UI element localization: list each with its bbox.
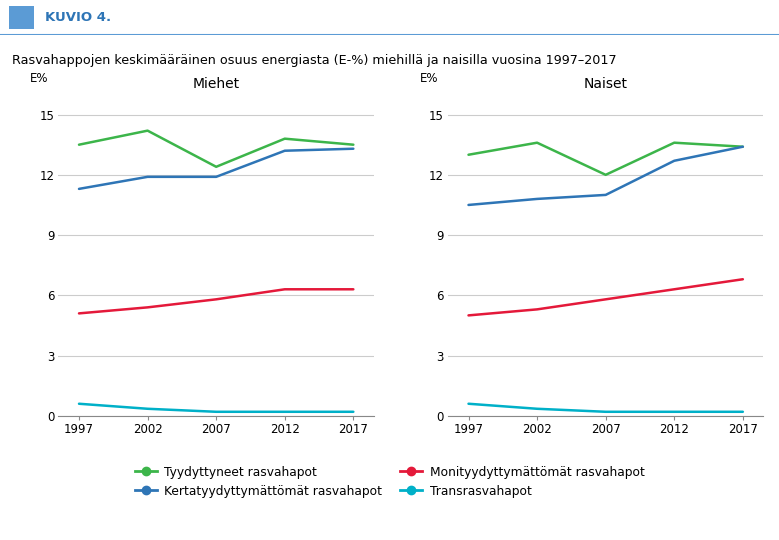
Legend: Tyydyttyneet rasvahapot, Kertatyydyttymättömät rasvahapot, Monityydyttymättömät : Tyydyttyneet rasvahapot, Kertatyydyttymä…	[135, 466, 644, 498]
Title: Naiset: Naiset	[583, 77, 628, 91]
Text: E%: E%	[30, 72, 48, 85]
Text: Rasvahappojen keskimääräinen osuus energiasta (E-%) miehillä ja naisilla vuosina: Rasvahappojen keskimääräinen osuus energ…	[12, 53, 616, 66]
Title: Miehet: Miehet	[192, 77, 240, 91]
Bar	[9, 6, 34, 29]
Text: KUVIO 4.: KUVIO 4.	[45, 11, 111, 24]
Text: E%: E%	[420, 72, 438, 85]
